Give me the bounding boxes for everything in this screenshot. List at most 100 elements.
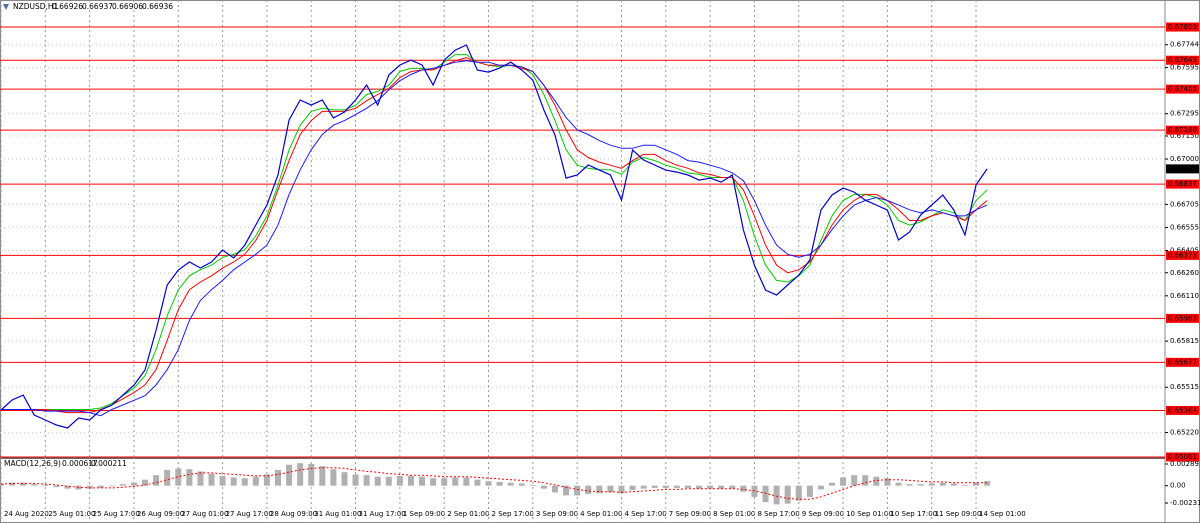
x-tick-label: 25 Aug 01:00 (48, 510, 95, 518)
level-label: 0.66373 (1168, 251, 1197, 259)
macd-value: 0.000617 (62, 459, 98, 468)
macd-bar (341, 472, 348, 486)
macd-bar (950, 483, 957, 486)
macd-bar (906, 484, 913, 486)
x-tick-label: 8 Sep 17:00 (757, 510, 799, 518)
x-tick-label: 27 Aug 17:00 (226, 510, 273, 518)
macd-bar (53, 485, 60, 488)
y-tick-label: 0.66110 (1170, 292, 1199, 300)
macd-bar (873, 476, 880, 486)
x-tick-label: 3 Sep 09:00 (536, 510, 578, 518)
macd-bar (463, 477, 470, 486)
level-tag (1166, 125, 1199, 135)
x-tick-label: 24 Aug 2020 (4, 510, 49, 518)
macd-bar (197, 471, 204, 486)
macd-title: MACD(12,26,9) (4, 459, 61, 468)
macd-bar (142, 479, 149, 486)
macd-bar (186, 469, 193, 486)
macd-bar (275, 469, 281, 486)
macd-bar (529, 484, 536, 486)
y-tick-label: 0.00 (1170, 482, 1186, 490)
current-price-tag (1166, 164, 1199, 174)
x-tick-label: 2 Sep 17:00 (492, 510, 534, 518)
macd-bar (496, 481, 503, 486)
macd-bar (175, 468, 182, 486)
macd-bar (407, 475, 414, 486)
macd-bar (286, 464, 293, 486)
macd-bar (640, 485, 647, 489)
y-tick-label: 0.65220 (1170, 429, 1199, 437)
macd-bar (263, 474, 270, 486)
macd-bar (485, 481, 492, 486)
moving-average (1, 60, 988, 417)
macd-bar (396, 475, 403, 486)
macd-bar (939, 482, 946, 486)
macd-bar (574, 485, 581, 496)
macd-bar (297, 463, 304, 486)
y-tick-label: 0.002891 (1170, 460, 1200, 468)
macd-bar (740, 485, 747, 492)
ohlc-value: 0.66936 (142, 2, 173, 11)
x-tick-label: 10 Sep 17:00 (890, 510, 937, 518)
macd-bar (651, 485, 658, 488)
macd-bar (352, 474, 359, 486)
x-tick-label: 4 Sep 01:00 (580, 510, 622, 518)
macd-bar (252, 476, 259, 486)
level-label: 0.66837 (1168, 180, 1197, 188)
level-label: 0.67188 (1168, 126, 1197, 134)
macd-bar (363, 475, 370, 486)
level-tag (1166, 179, 1199, 189)
macd-bar (917, 484, 924, 486)
x-tick-label: 11 Sep 09:00 (935, 510, 982, 518)
macd-bar (984, 481, 991, 486)
macd-bar (784, 485, 791, 504)
level-label: 0.67859 (1168, 23, 1197, 31)
y-tick-label: 0.67295 (1170, 110, 1199, 118)
y-tick-label: 0.67150 (1170, 132, 1199, 140)
macd-bar (817, 485, 824, 490)
x-tick-label: 8 Sep 01:00 (713, 510, 755, 518)
macd-bar (474, 479, 481, 486)
macd-bar (629, 485, 636, 491)
level-tag (1166, 313, 1199, 323)
macd-bar (86, 485, 93, 489)
current-price-label: 0.66936 (1168, 165, 1197, 173)
price-line (0, 44, 988, 429)
macd-bar (795, 485, 802, 501)
macd-bar (97, 485, 104, 488)
macd-bar (441, 478, 448, 486)
level-label: 0.65677 (1168, 358, 1197, 366)
y-tick-label: 0.67000 (1170, 155, 1199, 163)
macd-bar (452, 477, 459, 486)
level-label: 0.65364 (1168, 406, 1197, 414)
moving-average (1, 54, 988, 410)
x-tick-label: 31 Aug 01:00 (314, 510, 361, 518)
symbol-icon (3, 4, 9, 10)
x-tick-label: 4 Sep 17:00 (624, 510, 666, 518)
macd-bar (20, 482, 27, 486)
x-tick-label: 10 Sep 01:00 (846, 510, 893, 518)
macd-bar (840, 477, 847, 486)
y-tick-label: 0.65815 (1170, 337, 1199, 345)
macd-bar (928, 483, 935, 486)
level-tag (1166, 84, 1199, 94)
macd-bar (130, 482, 137, 486)
macd-bar (773, 485, 780, 505)
x-tick-label: 26 Aug 09:00 (137, 510, 184, 518)
macd-bar (618, 485, 625, 494)
macd-value: 0.000211 (91, 459, 127, 468)
macd-bar (729, 485, 736, 489)
x-tick-label: 28 Aug 09:00 (270, 510, 317, 518)
macd-bar (973, 482, 980, 486)
macd-bar (153, 475, 160, 486)
macd-bar (806, 485, 813, 497)
y-tick-label: 0.66555 (1170, 223, 1199, 231)
macd-bar (540, 485, 547, 489)
level-label: 0.65963 (1168, 314, 1197, 322)
macd-bar (9, 482, 16, 486)
macd-bar (330, 469, 337, 486)
macd-bar (507, 482, 514, 486)
x-tick-label: 14 Sep 01:00 (979, 510, 1026, 518)
